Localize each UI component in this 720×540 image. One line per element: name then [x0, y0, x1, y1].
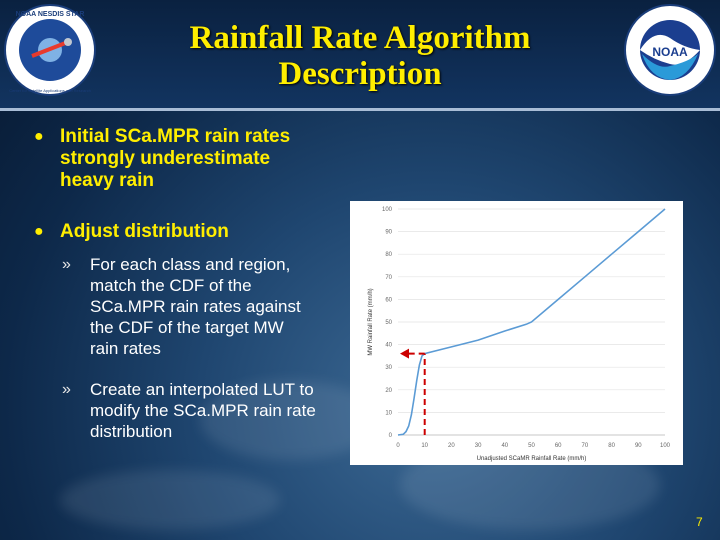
x-tick-label: 70 — [582, 443, 589, 449]
x-tick-label: 30 — [475, 443, 482, 449]
x-tick-label: 50 — [528, 443, 535, 449]
subbullet-item: » For each class and region, match the C… — [62, 254, 360, 359]
bullet-line: Initial SCa.MPR rain rates — [60, 126, 291, 147]
logo-left-bottom-text: Center for Satellite Applications and Re… — [9, 88, 91, 93]
bullet-item: ● Adjust distribution — [34, 221, 360, 243]
logo-right-center-text: NOAA — [652, 45, 688, 59]
slide-title-line-1: Rainfall Rate Algorithm — [189, 20, 531, 56]
x-tick-label: 40 — [501, 443, 508, 449]
y-axis-label: MW Rainfall Rate (mm/h) — [368, 288, 374, 355]
y-tick-label: 10 — [385, 410, 392, 416]
bullet-line: Adjust distribution — [60, 221, 229, 242]
x-tick-label: 20 — [448, 443, 455, 449]
series-line — [397, 208, 666, 436]
slide-title-line-2: Description — [278, 56, 442, 92]
subbullet-line: For each class and region, — [90, 255, 291, 274]
y-tick-label: 100 — [382, 207, 393, 213]
bullet-dot-icon: ● — [34, 128, 44, 145]
x-tick-label: 80 — [608, 443, 615, 449]
y-tick-label: 60 — [385, 297, 392, 303]
header-bar — [0, 0, 720, 108]
y-tick-label: 30 — [385, 365, 392, 371]
subbullet-line: SCa.MPR rain rates against — [90, 297, 301, 316]
y-tick-label: 40 — [385, 343, 392, 349]
x-axis-label: Unadjusted SCaMR Rainfall Rate (mm/h) — [477, 456, 587, 462]
x-tick-label: 90 — [635, 443, 642, 449]
bullet-line: strongly underestimate — [60, 148, 271, 169]
logo-left-top-text: NOAA NESDIS STAR — [16, 11, 85, 18]
subbullet-item: » Create an interpolated LUT to modify t… — [62, 379, 370, 442]
y-tick-label: 20 — [385, 388, 392, 394]
lut-chart: 0 10 20 30 40 50 60 70 80 90 100 0 10 20 30 40 50 60 70 80 9… — [350, 201, 683, 465]
subbullet-line: rain rates — [90, 339, 161, 358]
y-tick-label: 50 — [385, 320, 392, 326]
subbullet-chevron-icon: » — [62, 381, 71, 398]
y-tick-label: 0 — [389, 433, 393, 439]
y-tick-label: 80 — [385, 252, 392, 258]
bullet-dot-icon: ● — [34, 223, 44, 240]
subbullet-line: modify the SCa.MPR rain rate — [90, 401, 316, 420]
x-tick-label: 60 — [555, 443, 562, 449]
x-tick-label: 100 — [660, 443, 671, 449]
subbullet-line: the CDF of the target MW — [90, 318, 284, 337]
subbullet-chevron-icon: » — [62, 256, 71, 273]
bullet-line: heavy rain — [60, 170, 154, 191]
annotation-arrowhead-icon — [400, 348, 409, 359]
subbullet-line: match the CDF of the — [90, 276, 252, 295]
cloud-texture — [60, 470, 280, 530]
nesdis-star-logo: NOAA NESDIS STAR Center for Satellite Ap… — [4, 4, 96, 96]
subbullet-line: distribution — [90, 422, 173, 441]
y-tick-label: 90 — [385, 230, 392, 236]
subbullet-line: Create an interpolated LUT to — [90, 380, 314, 399]
title-divider — [0, 108, 720, 111]
x-tick-label: 10 — [421, 443, 428, 449]
page-number: 7 — [696, 515, 703, 529]
bullet-item: ● Initial SCa.MPR rain rates strongly un… — [34, 126, 360, 192]
lut-chart-svg: 0 10 20 30 40 50 60 70 80 90 100 0 10 20 30 40 50 60 70 80 9… — [368, 207, 671, 462]
noaa-logo: NOAA — [624, 4, 716, 96]
x-tick-label: 0 — [396, 443, 400, 449]
y-tick-label: 70 — [385, 275, 392, 281]
